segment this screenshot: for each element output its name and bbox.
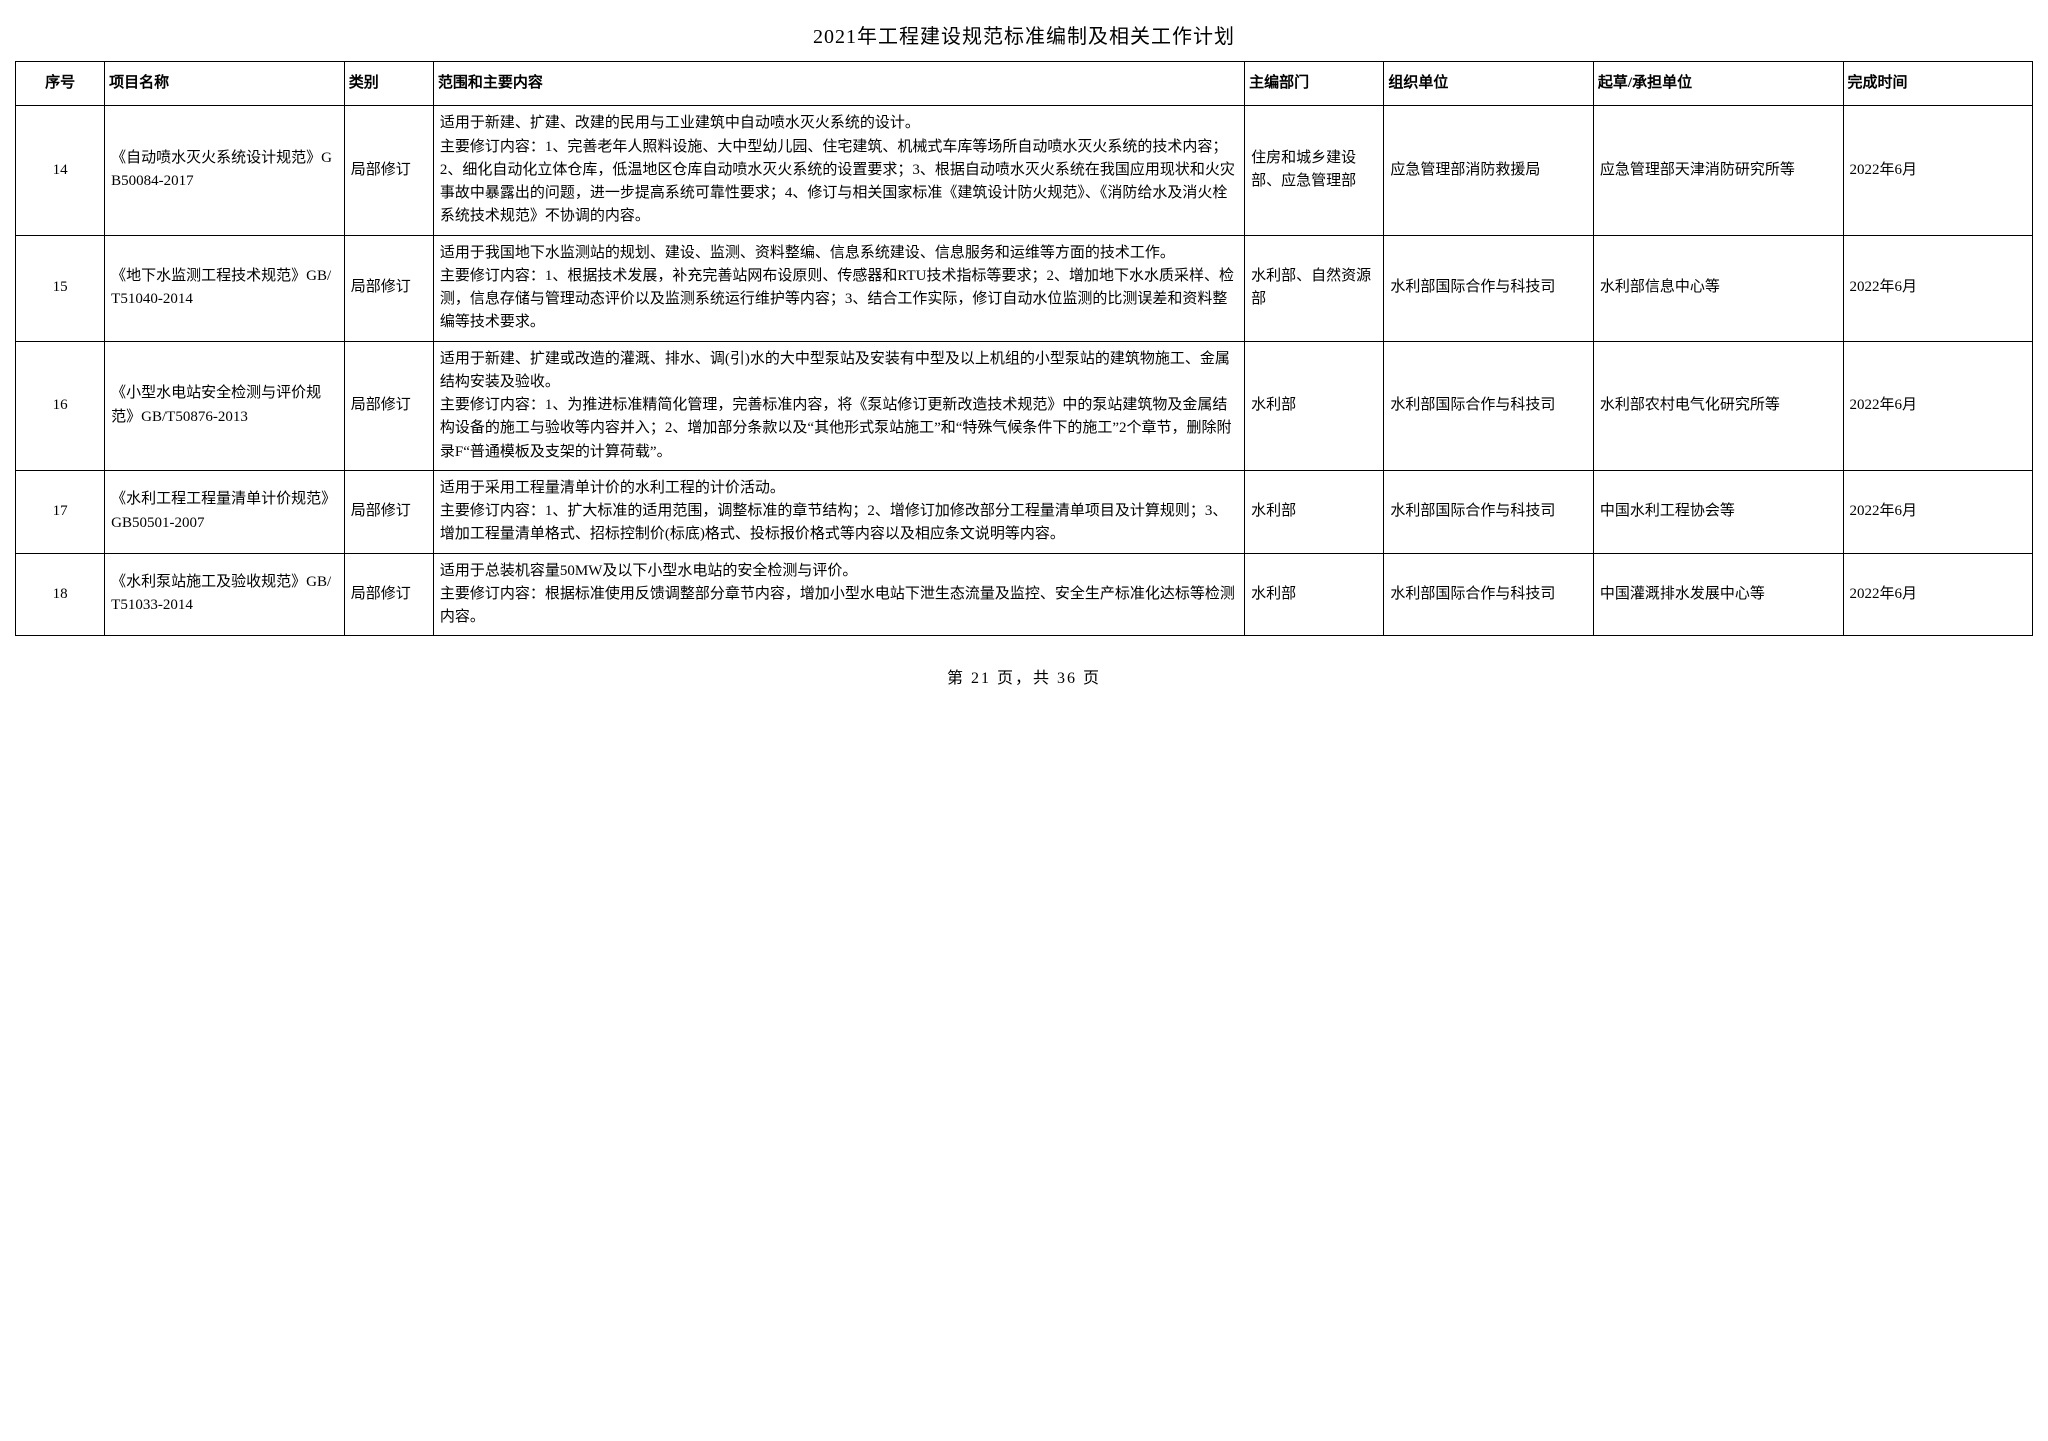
cell-draft: 水利部农村电气化研究所等 <box>1593 341 1843 470</box>
cell-done: 2022年6月 <box>1843 341 2032 470</box>
col-header-org: 组织单位 <box>1384 62 1594 106</box>
cell-org: 应急管理部消防救援局 <box>1384 106 1594 235</box>
cell-num: 17 <box>16 470 105 553</box>
cell-scope: 适用于采用工程量清单计价的水利工程的计价活动。主要修订内容：1、扩大标准的适用范… <box>433 470 1244 553</box>
cell-draft: 中国灌溉排水发展中心等 <box>1593 553 1843 636</box>
cell-num: 16 <box>16 341 105 470</box>
table-row: 15 《地下水监测工程技术规范》GB/T51040-2014 局部修订 适用于我… <box>16 235 2033 341</box>
cell-draft: 中国水利工程协会等 <box>1593 470 1843 553</box>
cell-name: 《自动喷水灭火系统设计规范》GB50084-2017 <box>105 106 345 235</box>
cell-org: 水利部国际合作与科技司 <box>1384 341 1594 470</box>
cell-org: 水利部国际合作与科技司 <box>1384 553 1594 636</box>
cell-dept: 水利部 <box>1245 470 1384 553</box>
table-row: 14 《自动喷水灭火系统设计规范》GB50084-2017 局部修订 适用于新建… <box>16 106 2033 235</box>
col-header-dept: 主编部门 <box>1245 62 1384 106</box>
col-header-name: 项目名称 <box>105 62 345 106</box>
col-header-type: 类别 <box>344 62 433 106</box>
cell-name: 《小型水电站安全检测与评价规范》GB/T50876-2013 <box>105 341 345 470</box>
cell-num: 15 <box>16 235 105 341</box>
cell-done: 2022年6月 <box>1843 235 2032 341</box>
table-header-row: 序号 项目名称 类别 范围和主要内容 主编部门 组织单位 起草/承担单位 完成时… <box>16 62 2033 106</box>
cell-done: 2022年6月 <box>1843 106 2032 235</box>
cell-name: 《水利工程工程量清单计价规范》GB50501-2007 <box>105 470 345 553</box>
cell-org: 水利部国际合作与科技司 <box>1384 235 1594 341</box>
document-title: 2021年工程建设规范标准编制及相关工作计划 <box>15 20 2033 49</box>
cell-dept: 水利部、自然资源部 <box>1245 235 1384 341</box>
cell-scope: 适用于我国地下水监测站的规划、建设、监测、资料整编、信息系统建设、信息服务和运维… <box>433 235 1244 341</box>
cell-done: 2022年6月 <box>1843 470 2032 553</box>
cell-dept: 住房和城乡建设部、应急管理部 <box>1245 106 1384 235</box>
table-row: 17 《水利工程工程量清单计价规范》GB50501-2007 局部修订 适用于采… <box>16 470 2033 553</box>
col-header-num: 序号 <box>16 62 105 106</box>
cell-type: 局部修订 <box>344 553 433 636</box>
cell-name: 《地下水监测工程技术规范》GB/T51040-2014 <box>105 235 345 341</box>
cell-draft: 水利部信息中心等 <box>1593 235 1843 341</box>
cell-type: 局部修订 <box>344 341 433 470</box>
cell-scope: 适用于新建、扩建、改建的民用与工业建筑中自动喷水灭火系统的设计。主要修订内容：1… <box>433 106 1244 235</box>
cell-dept: 水利部 <box>1245 341 1384 470</box>
cell-type: 局部修订 <box>344 106 433 235</box>
cell-draft: 应急管理部天津消防研究所等 <box>1593 106 1843 235</box>
cell-type: 局部修订 <box>344 235 433 341</box>
cell-dept: 水利部 <box>1245 553 1384 636</box>
standards-table: 序号 项目名称 类别 范围和主要内容 主编部门 组织单位 起草/承担单位 完成时… <box>15 61 2033 636</box>
cell-name: 《水利泵站施工及验收规范》GB/T51033-2014 <box>105 553 345 636</box>
col-header-draft: 起草/承担单位 <box>1593 62 1843 106</box>
cell-done: 2022年6月 <box>1843 553 2032 636</box>
table-row: 16 《小型水电站安全检测与评价规范》GB/T50876-2013 局部修订 适… <box>16 341 2033 470</box>
page-footer: 第 21 页，共 36 页 <box>15 664 2033 688</box>
col-header-scope: 范围和主要内容 <box>433 62 1244 106</box>
table-row: 18 《水利泵站施工及验收规范》GB/T51033-2014 局部修订 适用于总… <box>16 553 2033 636</box>
col-header-done: 完成时间 <box>1843 62 2032 106</box>
cell-num: 18 <box>16 553 105 636</box>
cell-scope: 适用于总装机容量50MW及以下小型水电站的安全检测与评价。主要修订内容：根据标准… <box>433 553 1244 636</box>
table-body: 14 《自动喷水灭火系统设计规范》GB50084-2017 局部修订 适用于新建… <box>16 106 2033 636</box>
cell-scope: 适用于新建、扩建或改造的灌溉、排水、调(引)水的大中型泵站及安装有中型及以上机组… <box>433 341 1244 470</box>
cell-org: 水利部国际合作与科技司 <box>1384 470 1594 553</box>
cell-type: 局部修订 <box>344 470 433 553</box>
cell-num: 14 <box>16 106 105 235</box>
